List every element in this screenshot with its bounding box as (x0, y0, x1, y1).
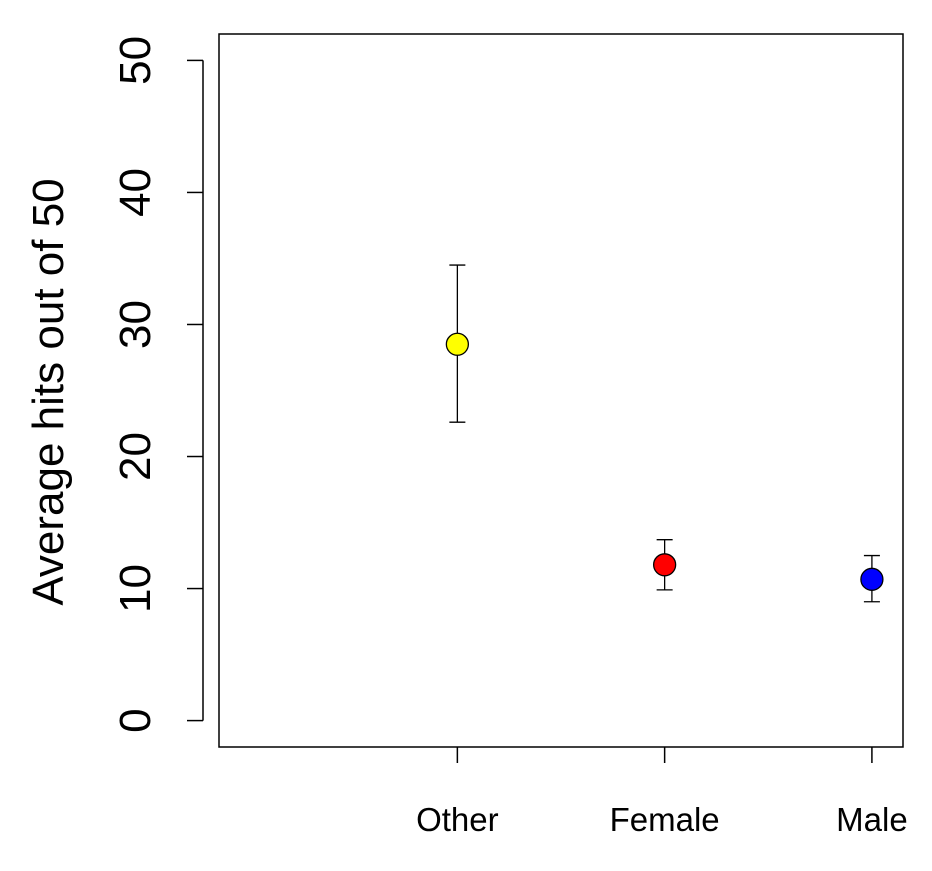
y-tick-label: 40 (111, 168, 160, 217)
x-tick-label: Female (610, 801, 720, 838)
data-point (652, 553, 677, 577)
data-point (860, 567, 884, 591)
y-tick-label: 20 (111, 432, 160, 481)
plot-frame (218, 33, 904, 748)
y-axis: 0 10 20 30 40 50 (111, 36, 204, 733)
y-tick-label: 30 (111, 300, 160, 349)
x-tick-label: Other (416, 801, 499, 838)
data-marks (445, 264, 884, 603)
y-axis-label: Average hits out of 50 (24, 178, 73, 605)
data-point (445, 332, 470, 356)
y-tick-label: 10 (111, 564, 160, 613)
x-axis: Other Female Male (416, 747, 908, 838)
y-tick-label: 0 (111, 708, 160, 732)
y-tick-label: 50 (111, 36, 160, 85)
x-tick-label: Male (836, 801, 908, 838)
